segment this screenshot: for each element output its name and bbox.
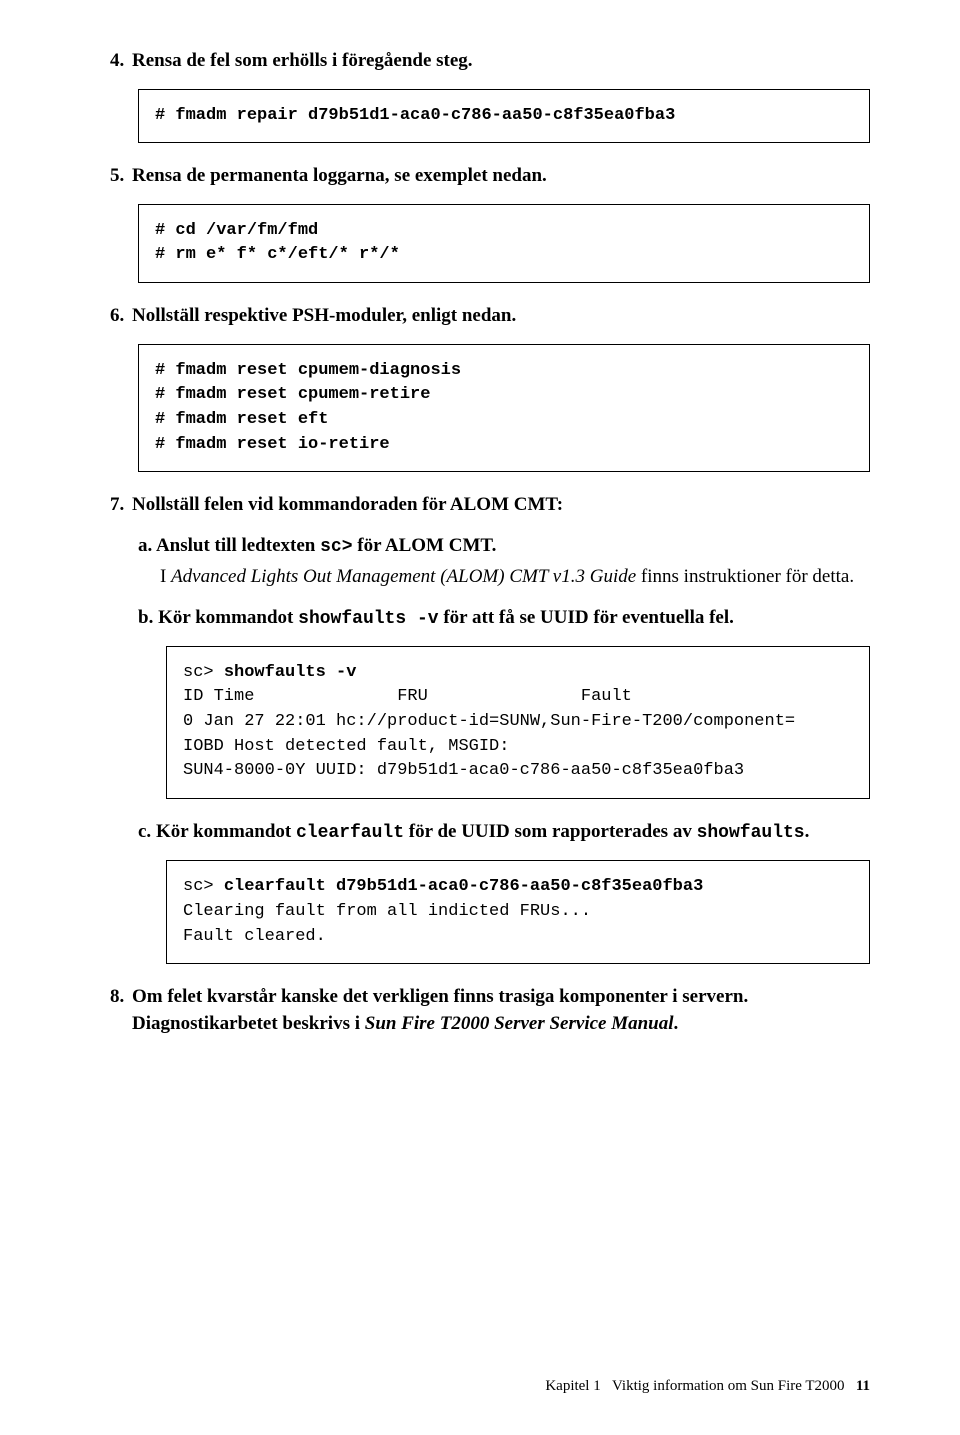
step-8-line1: Om felet kvarstår kanske det verkligen f… xyxy=(132,986,748,1007)
code-line: IOBD Host detected fault, MSGID: xyxy=(183,737,509,756)
mono-fragment: sc> xyxy=(320,537,352,557)
step-4-codebox: # fmadm repair d79b51d1-aca0-c786-aa50-c… xyxy=(138,89,870,144)
text-fragment: . xyxy=(674,1013,679,1034)
code-line: ID Time FRU Fault xyxy=(183,687,632,706)
text-fragment: finns instruktioner för detta. xyxy=(636,566,854,587)
text-fragment: Anslut till ledtexten xyxy=(156,535,320,556)
code-line: Fault cleared. xyxy=(183,927,326,946)
code-line: # fmadm reset eft xyxy=(155,410,328,429)
step-7-heading: 7.Nollställ felen vid kommandoraden för … xyxy=(110,492,870,519)
code-line: # fmadm reset cpumem-diagnosis xyxy=(155,361,461,380)
italic-fragment: Sun Fire T2000 Server Service Manual xyxy=(365,1013,674,1034)
text-fragment: för de UUID som rapporterades av xyxy=(404,821,697,842)
step-5: 5.Rensa de permanenta loggarna, se exemp… xyxy=(110,163,870,283)
step-5-codebox: # cd /var/fm/fmd # rm e* f* c*/eft/* r*/… xyxy=(138,204,870,283)
footer-page-number: 11 xyxy=(856,1378,870,1394)
step-5-text: Rensa de permanenta loggarna, se exemple… xyxy=(132,165,547,186)
step-5-number: 5. xyxy=(110,163,132,190)
text-fragment: Kör kommandot xyxy=(158,607,298,628)
italic-fragment: Advanced Lights Out Management (ALOM) CM… xyxy=(171,566,636,587)
step-4-number: 4. xyxy=(110,48,132,75)
code-line: # rm e* f* c*/eft/* r*/* xyxy=(155,245,400,264)
text-fragment: . xyxy=(805,821,810,842)
code-line: showfaults -v xyxy=(224,663,357,682)
mono-fragment: showfaults -v xyxy=(298,609,438,629)
step-8-number: 8. xyxy=(110,984,132,1011)
footer-title: Viktig information om Sun Fire T2000 xyxy=(612,1378,845,1394)
step-5-heading: 5.Rensa de permanenta loggarna, se exemp… xyxy=(110,163,870,190)
step-7: 7.Nollställ felen vid kommandoraden för … xyxy=(110,492,870,964)
page-container: 4.Rensa de fel som erhölls i föregående … xyxy=(0,0,960,1435)
step-8: 8.Om felet kvarstår kanske det verkligen… xyxy=(110,984,870,1037)
step-6-text: Nollställ respektive PSH-moduler, enligt… xyxy=(132,305,516,326)
step-7b-codebox: sc> showfaults -v ID Time FRU Fault 0 Ja… xyxy=(166,646,870,799)
text-fragment: Diagnostikarbetet beskrivs i xyxy=(132,1013,365,1034)
step-7a-body: I Advanced Lights Out Management (ALOM) … xyxy=(160,564,870,591)
step-7a: a. Anslut till ledtexten sc> för ALOM CM… xyxy=(138,533,870,591)
step-4-heading: 4.Rensa de fel som erhölls i föregående … xyxy=(110,48,870,75)
mono-bold-fragment: clearfault xyxy=(296,823,404,843)
text-fragment: för att få se UUID för eventuella fel. xyxy=(439,607,734,628)
text-fragment: I xyxy=(160,566,171,587)
code-line: # fmadm reset io-retire xyxy=(155,435,390,454)
step-7c: c. Kör kommandot clearfault för de UUID … xyxy=(138,819,870,846)
step-4-text: Rensa de fel som erhölls i föregående st… xyxy=(132,50,473,71)
step-7-number: 7. xyxy=(110,492,132,519)
substep-letter: a. xyxy=(138,535,152,556)
code-line: SUN4-8000-0Y UUID: d79b51d1-aca0-c786-aa… xyxy=(183,761,744,780)
code-line: 0 Jan 27 22:01 hc://product-id=SUNW,Sun-… xyxy=(183,712,795,731)
code-line: # cd /var/fm/fmd xyxy=(155,221,318,240)
footer-chapter: Kapitel 1 xyxy=(545,1378,600,1394)
code-line: clearfault d79b51d1-aca0-c786-aa50-c8f35… xyxy=(224,877,703,896)
code-line: sc> xyxy=(183,663,224,682)
step-7c-codebox: sc> clearfault d79b51d1-aca0-c786-aa50-c… xyxy=(166,860,870,964)
step-7c-heading: c. Kör kommandot clearfault för de UUID … xyxy=(138,819,870,846)
text-fragment: Kör kommandot xyxy=(156,821,296,842)
step-4: 4.Rensa de fel som erhölls i föregående … xyxy=(110,48,870,143)
step-6-number: 6. xyxy=(110,303,132,330)
step-7-text: Nollställ felen vid kommandoraden för AL… xyxy=(132,494,563,515)
step-6-codebox: # fmadm reset cpumem-diagnosis # fmadm r… xyxy=(138,344,870,473)
step-6: 6.Nollställ respektive PSH-moduler, enli… xyxy=(110,303,870,472)
page-footer: Kapitel 1 Viktig information om Sun Fire… xyxy=(545,1378,870,1395)
step-8-heading: 8.Om felet kvarstår kanske det verkligen… xyxy=(110,984,870,1037)
code-line: sc> xyxy=(183,877,224,896)
step-6-heading: 6.Nollställ respektive PSH-moduler, enli… xyxy=(110,303,870,330)
mono-fragment: showfaults xyxy=(697,823,805,843)
code-line: # fmadm repair d79b51d1-aca0-c786-aa50-c… xyxy=(155,106,675,125)
substep-letter: c. xyxy=(138,821,151,842)
text-fragment: för ALOM CMT. xyxy=(353,535,497,556)
code-line: # fmadm reset cpumem-retire xyxy=(155,385,430,404)
step-7b: b. Kör kommandot showfaults -v för att f… xyxy=(138,605,870,632)
substep-letter: b. xyxy=(138,607,153,628)
step-7a-heading: a. Anslut till ledtexten sc> för ALOM CM… xyxy=(138,533,870,560)
code-line: Clearing fault from all indicted FRUs... xyxy=(183,902,591,921)
step-7b-heading: b. Kör kommandot showfaults -v för att f… xyxy=(138,605,870,632)
